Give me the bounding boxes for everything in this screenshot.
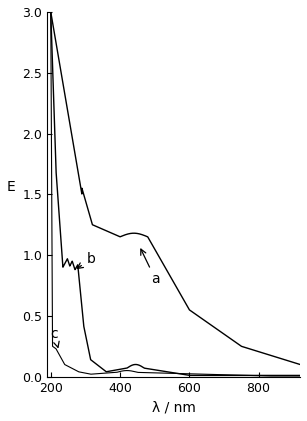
Y-axis label: E: E [7,180,16,195]
X-axis label: λ / nm: λ / nm [152,400,196,414]
Text: c: c [50,327,59,347]
Text: a: a [141,249,160,286]
Text: b: b [77,252,95,269]
